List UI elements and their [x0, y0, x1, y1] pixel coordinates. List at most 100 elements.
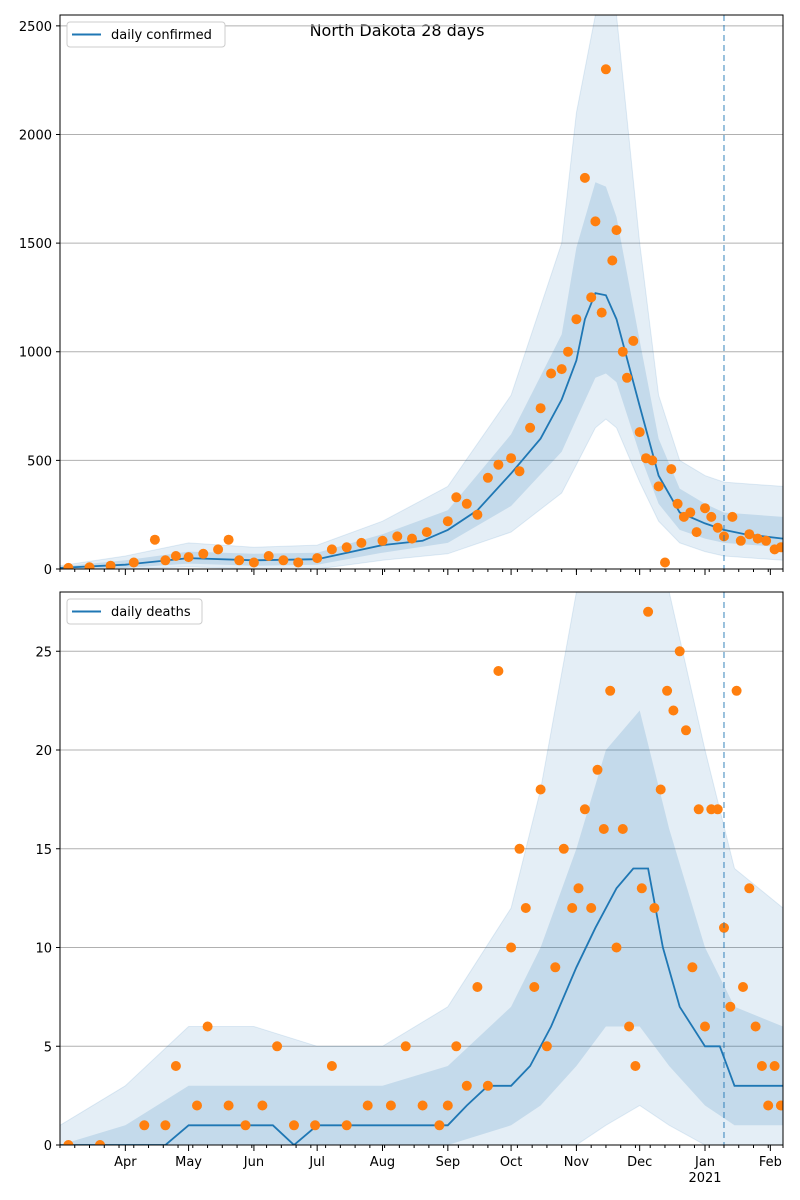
- observed-point: [356, 537, 367, 548]
- x-tick-label: Apr: [114, 1155, 137, 1170]
- observed-point: [95, 1140, 105, 1145]
- observed-point: [775, 542, 783, 553]
- x-tick-label: Oct: [500, 1155, 522, 1170]
- observed-point: [272, 1041, 283, 1052]
- observed-point: [756, 1061, 767, 1071]
- observed-point: [385, 1100, 396, 1111]
- observed-point: [493, 666, 504, 676]
- confirmed-uncertainty-bands: [60, 15, 783, 569]
- observed-point: [170, 1061, 181, 1071]
- observed-point: [192, 1100, 202, 1111]
- x-tick-label: Feb: [759, 1155, 782, 1170]
- confirmed-panel: 0 500 1000 1500 2000 2500 daily confirmed: [19, 14, 784, 578]
- deaths-y-ticks: 0 5 10 15 20 25: [35, 645, 60, 1154]
- observed-point: [202, 1021, 213, 1032]
- observed-point: [541, 1041, 552, 1052]
- confirmed-legend: daily confirmed: [66, 21, 226, 48]
- observed-point: [525, 422, 536, 433]
- observed-point: [647, 455, 658, 466]
- observed-point: [293, 557, 304, 568]
- observed-point: [493, 459, 504, 470]
- observed-point: [326, 1061, 337, 1071]
- observed-point: [630, 1061, 641, 1071]
- confirmed-y-ticks: 0 500 1000 1500 2000 2500: [19, 20, 60, 578]
- observed-point: [257, 1100, 268, 1111]
- deaths-observed-points: [63, 606, 783, 1145]
- observed-point: [775, 1100, 783, 1111]
- observed-point: [571, 314, 582, 325]
- observed-point: [278, 555, 289, 566]
- observed-point: [567, 903, 578, 913]
- observed-point: [312, 553, 323, 564]
- observed-point: [662, 685, 673, 696]
- observed-point: [573, 883, 584, 894]
- observed-point: [691, 527, 702, 538]
- observed-point: [160, 1120, 171, 1131]
- observed-point: [84, 562, 95, 569]
- observed-point: [761, 535, 772, 546]
- observed-point: [341, 542, 352, 553]
- y-tick-label: 25: [35, 645, 52, 660]
- deaths-x-year-label: 2021: [688, 1171, 721, 1186]
- y-tick-label: 500: [27, 454, 52, 469]
- observed-point: [482, 472, 493, 483]
- observed-point: [674, 646, 685, 657]
- figure-title: North Dakota 28 days: [310, 21, 485, 40]
- observed-point: [400, 1041, 411, 1052]
- observed-point: [170, 551, 181, 561]
- observed-point: [407, 533, 417, 544]
- observed-point: [712, 804, 723, 815]
- observed-point: [461, 1080, 472, 1091]
- x-tick-label: Sep: [436, 1155, 461, 1170]
- observed-point: [392, 531, 403, 542]
- observed-point: [482, 1080, 493, 1091]
- observed-point: [535, 403, 546, 414]
- observed-point: [687, 962, 698, 973]
- observed-point: [598, 824, 609, 834]
- observed-point: [596, 307, 607, 318]
- observed-point: [600, 64, 611, 75]
- observed-point: [289, 1120, 299, 1131]
- y-tick-label: 1500: [19, 237, 52, 252]
- observed-point: [310, 1120, 321, 1131]
- observed-point: [63, 562, 74, 569]
- observed-point: [744, 529, 755, 540]
- observed-point: [149, 534, 160, 545]
- observed-point: [198, 548, 209, 559]
- observed-point: [731, 685, 742, 696]
- observed-point: [442, 1100, 453, 1111]
- observed-point: [546, 368, 557, 379]
- observed-point: [655, 784, 666, 795]
- deaths-model-line: [60, 867, 783, 1145]
- observed-point: [643, 606, 654, 617]
- observed-point: [514, 466, 525, 477]
- observed-point: [434, 1120, 445, 1131]
- observed-point: [622, 372, 632, 383]
- observed-point: [744, 883, 755, 894]
- outer-uncertainty-band: [60, 592, 783, 1145]
- deaths-panel: 0 5 10 15 20 25 Apr May Jun Jul Aug Sep Oct Nov Dec Ja…: [35, 591, 784, 1186]
- y-tick-label: 15: [35, 843, 52, 858]
- observed-point: [451, 1041, 462, 1052]
- observed-point: [506, 942, 517, 953]
- observed-point: [263, 551, 274, 561]
- observed-point: [752, 533, 763, 544]
- y-tick-label: 2500: [19, 20, 52, 35]
- observed-point: [653, 481, 664, 492]
- observed-point: [735, 535, 746, 546]
- observed-point: [617, 824, 628, 834]
- observed-point: [590, 216, 601, 227]
- observed-point: [341, 1120, 352, 1131]
- observed-point: [506, 453, 517, 464]
- observed-point: [700, 503, 710, 514]
- observed-point: [558, 843, 569, 854]
- observed-point: [514, 843, 525, 854]
- y-tick-label: 2000: [19, 128, 52, 143]
- deaths-x-ticks: Apr May Jun Jul Aug Sep Oct Nov Dec Jan Feb: [59, 1145, 784, 1170]
- observed-point: [160, 555, 171, 566]
- observed-point: [681, 725, 691, 736]
- x-tick-label: Jun: [243, 1155, 264, 1170]
- observed-point: [693, 804, 704, 815]
- observed-point: [234, 555, 245, 566]
